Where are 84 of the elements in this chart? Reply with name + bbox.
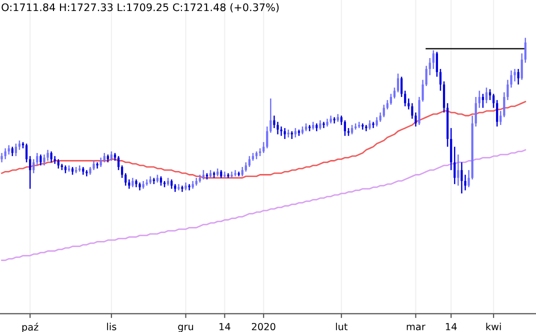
candlestick	[520, 52, 523, 80]
candlestick	[280, 126, 282, 136]
candlestick	[121, 164, 124, 178]
candlestick	[25, 143, 28, 163]
candlestick	[188, 183, 190, 191]
candlestick	[103, 152, 106, 163]
candlestick	[36, 152, 38, 166]
candlestick	[124, 172, 127, 186]
candlestick	[454, 146, 456, 185]
candlestick	[390, 93, 392, 106]
candlestick	[524, 37, 526, 64]
candlestick	[248, 155, 250, 168]
candlestick	[439, 68, 442, 92]
candlestick	[319, 120, 322, 130]
candlestick	[482, 93, 484, 108]
candlestick	[496, 99, 498, 128]
x-tick-label: lut	[336, 322, 348, 330]
candlestick	[32, 158, 35, 174]
candlestick	[485, 86, 488, 104]
x-tick-label: 2020	[252, 322, 276, 330]
candlestick	[40, 154, 42, 166]
candlestick	[160, 176, 162, 186]
candlestick	[404, 90, 406, 107]
candlestick	[287, 129, 290, 138]
candlestick	[244, 162, 247, 172]
candlestick	[294, 127, 296, 138]
candlestick	[386, 99, 388, 110]
candlestick	[0, 152, 3, 163]
candlestick	[57, 158, 60, 170]
x-tick-label: mar	[406, 324, 426, 330]
candlestick	[128, 178, 130, 190]
candlestick	[230, 171, 233, 178]
candlestick	[432, 50, 434, 70]
candlestick	[284, 127, 286, 140]
candlestick	[436, 51, 438, 78]
candlestick	[344, 120, 346, 136]
candlestick	[517, 68, 520, 86]
candlestick	[492, 93, 495, 108]
candlestick	[450, 127, 452, 171]
candlestick	[400, 76, 403, 98]
candlestick	[227, 172, 230, 178]
candlestick	[382, 104, 385, 118]
candlestick	[11, 146, 14, 157]
candlestick	[411, 102, 414, 120]
candlestick	[266, 126, 268, 149]
candlestick	[170, 178, 173, 190]
candlestick	[396, 72, 400, 93]
candlestick	[442, 80, 446, 114]
candlestick	[86, 169, 88, 177]
x-tick-label: lis	[107, 322, 116, 330]
candlestick	[457, 154, 460, 186]
candlestick	[241, 166, 244, 177]
candlestick	[18, 140, 21, 150]
candlestick	[110, 150, 113, 162]
candlestick	[460, 162, 463, 194]
candlestick	[43, 154, 46, 166]
candlestick	[100, 157, 102, 168]
candlestick	[92, 160, 95, 171]
candlestick	[340, 115, 342, 126]
candlestick	[500, 110, 502, 126]
candlestick	[132, 177, 134, 188]
candlestick	[376, 116, 378, 128]
candlestick	[14, 143, 17, 157]
candlestick	[270, 98, 272, 134]
candlestick	[350, 124, 354, 135]
candlestick	[202, 169, 204, 180]
candlestick	[478, 90, 480, 108]
candlestick	[368, 120, 371, 130]
x-tick-label: 14	[220, 323, 230, 330]
text: O:1711.84 H:1727.33 L:1709.25 C:1721.48 (+0.37%)	[2, 3, 279, 12]
candlestick	[488, 88, 492, 101]
candlestick	[393, 86, 396, 100]
candlestick	[224, 171, 226, 178]
candlestick	[54, 155, 56, 164]
x-tick-label: kwi	[486, 322, 501, 330]
candlestick	[46, 149, 49, 162]
candlestick	[50, 150, 52, 163]
x-tick-label: 14	[446, 323, 457, 330]
candlestick	[117, 155, 120, 171]
candlestick	[8, 144, 10, 156]
candlestick	[4, 148, 6, 160]
candlestick	[262, 141, 265, 154]
candlestick	[29, 155, 32, 190]
x-tick-label: gru	[178, 324, 194, 332]
